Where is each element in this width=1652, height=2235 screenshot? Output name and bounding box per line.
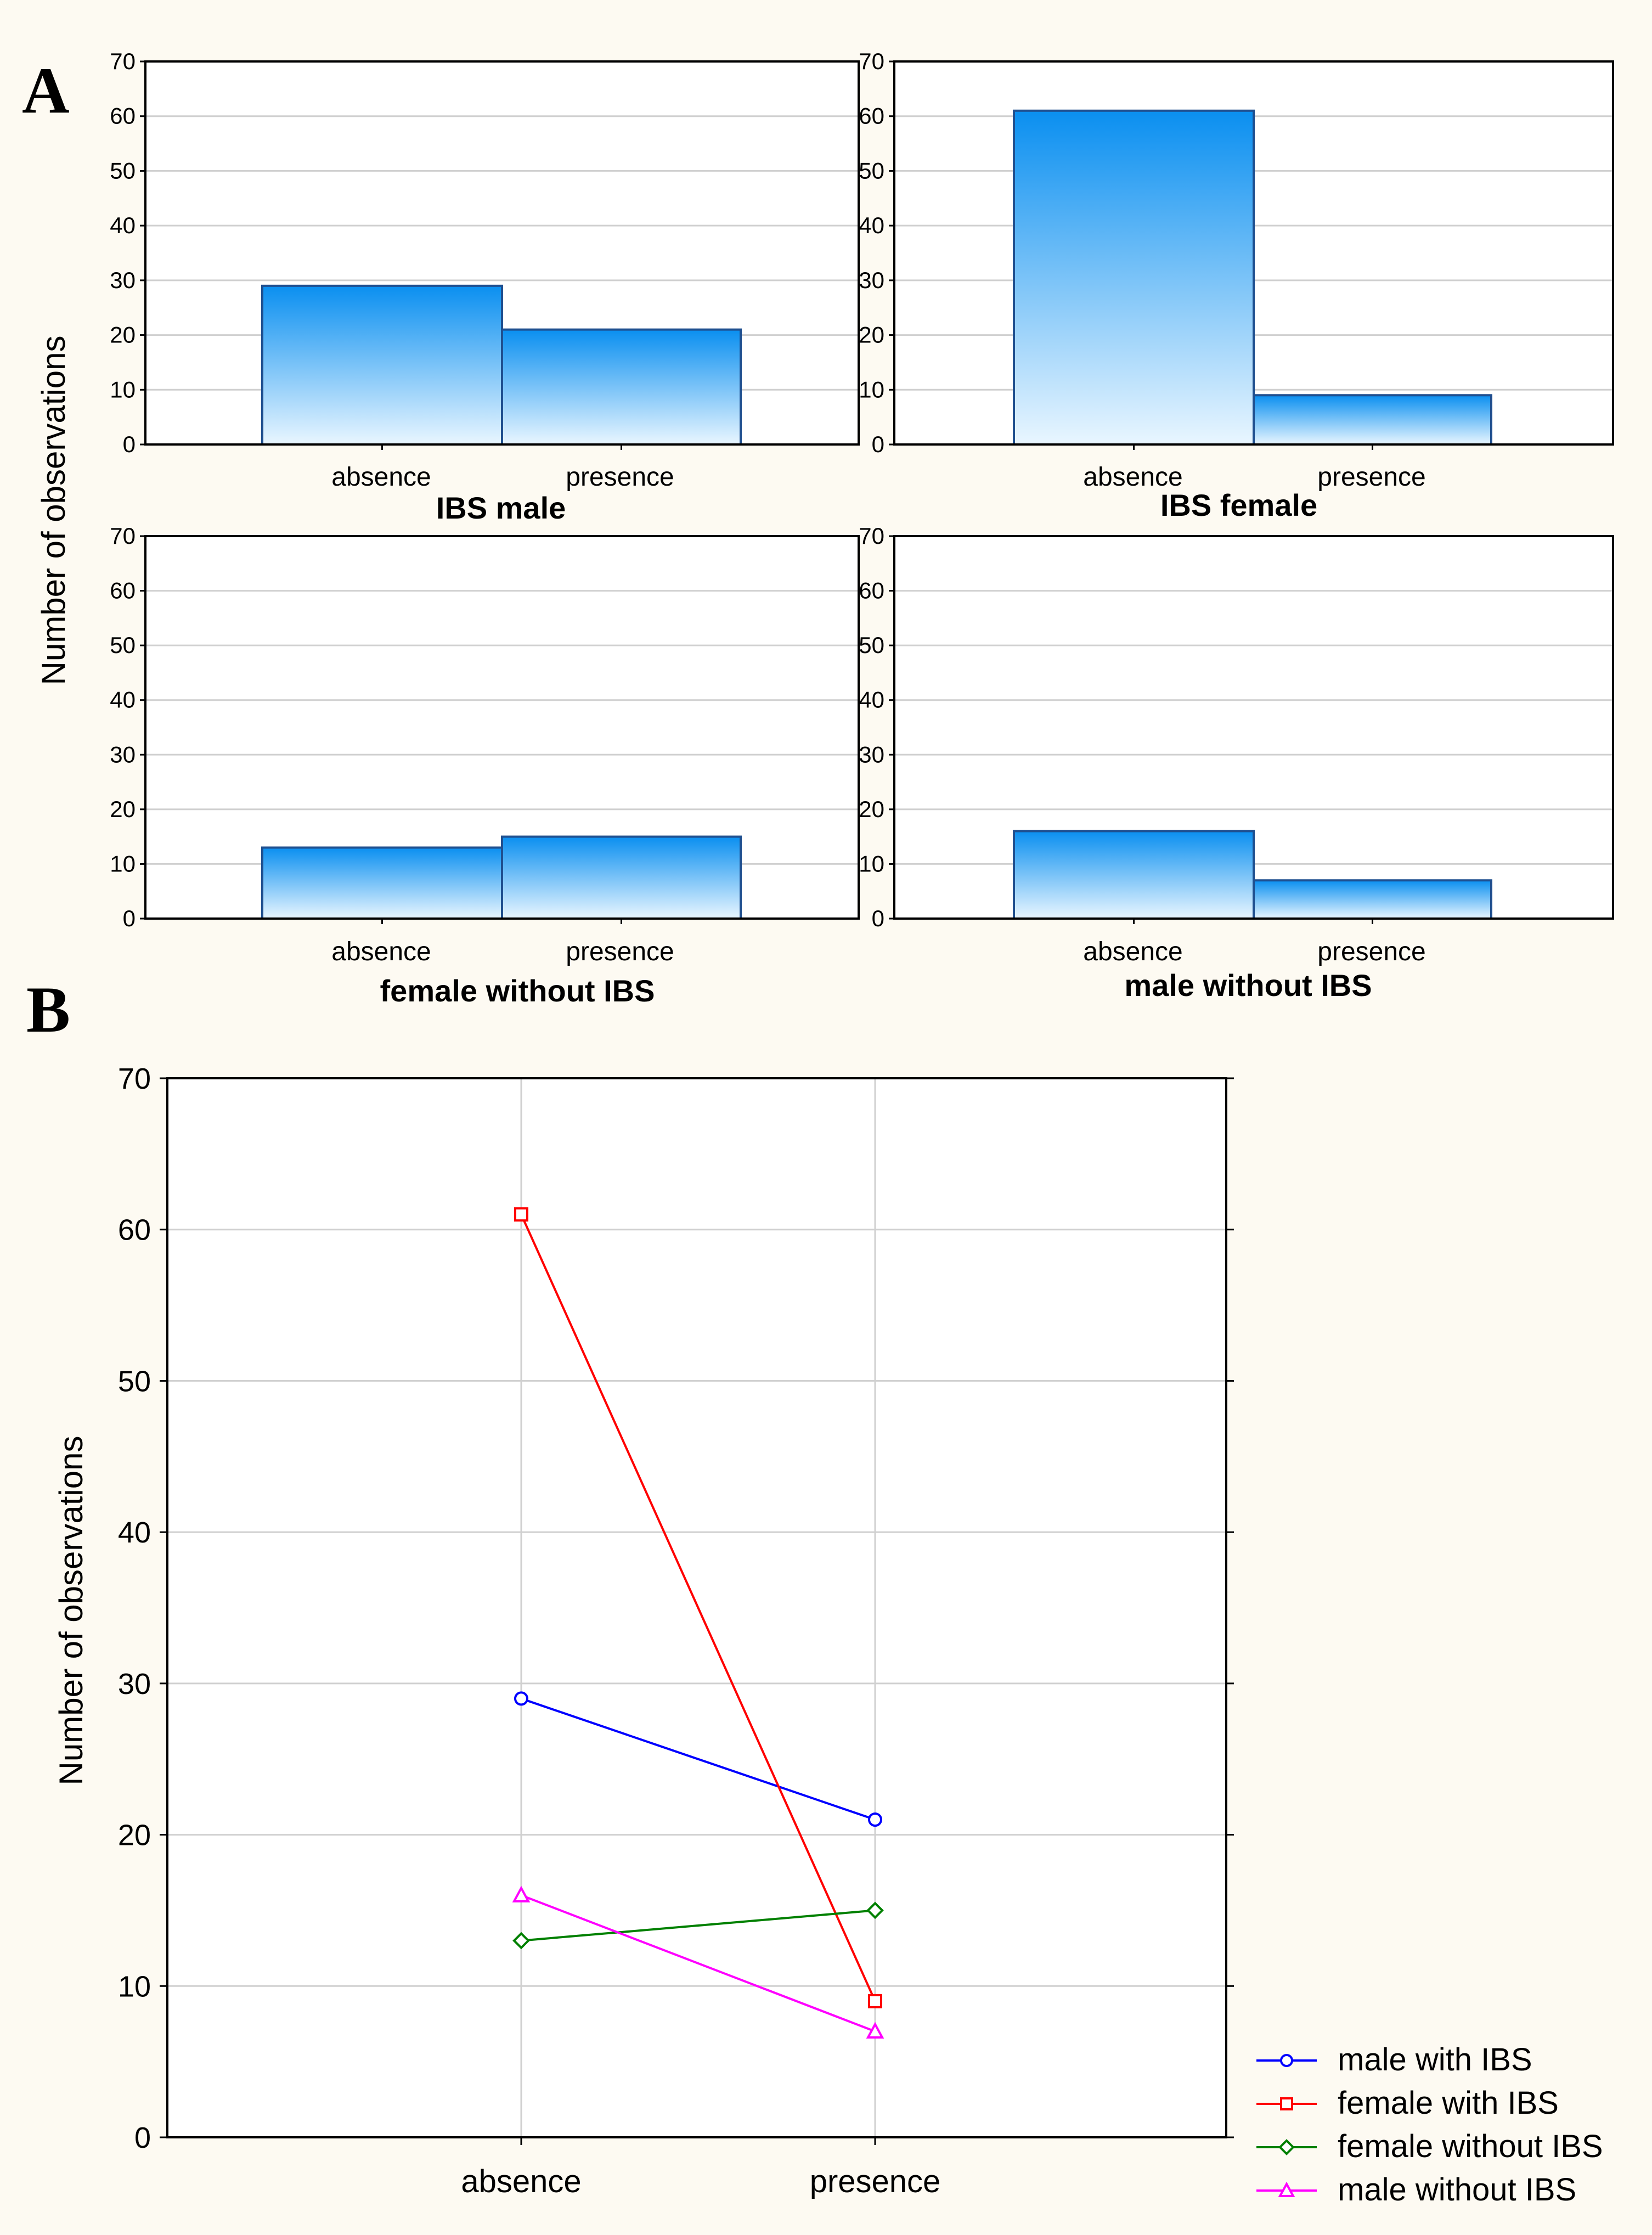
plot-frame <box>144 60 860 446</box>
x-tick-absence: absence <box>331 937 431 966</box>
subplot-title: male without IBS <box>1124 968 1372 1003</box>
y-tick-label: 50 <box>859 157 884 183</box>
subplot-title: female without IBS <box>380 973 655 1008</box>
y-tick-label: 30 <box>859 741 884 767</box>
series-line-female-with-ibs <box>520 1214 876 2002</box>
legend-label-male-with-ibs: male with IBS <box>1338 2042 1532 2078</box>
bar-absence <box>261 846 503 920</box>
y-tick-label: 40 <box>859 212 884 238</box>
bar-presence <box>501 835 742 920</box>
x-tick-presence: presence <box>566 937 674 966</box>
data-point-male-without-ibs-presence <box>866 2022 884 2039</box>
bar-absence <box>261 284 503 446</box>
y-tick-label: 30 <box>110 741 136 767</box>
x-tick-absence: absence <box>1083 463 1182 492</box>
x-tick-absence: absence <box>331 463 431 492</box>
y-tick-label: 70 <box>110 523 136 549</box>
data-point-female-without-ibs-presence <box>866 1901 884 1919</box>
x-tick-presence: presence <box>1317 463 1425 492</box>
plot-frame <box>893 60 1614 446</box>
legend-label-female-with-ibs: female with IBS <box>1338 2085 1559 2121</box>
legend-marker-male-without-ibs <box>1278 2181 1295 2197</box>
y-tick-label: 30 <box>118 1668 151 1701</box>
bar-presence <box>501 328 742 446</box>
plot-frame <box>144 535 860 920</box>
y-tick-label: 70 <box>118 1062 151 1095</box>
legend-label-female-without-ibs: female without IBS <box>1338 2129 1603 2164</box>
plot-frame <box>166 1077 1227 2138</box>
legend: male with IBS female with IBS female wit… <box>1256 2042 1603 2208</box>
y-tick-label: 60 <box>110 578 136 604</box>
y-tick-label: 20 <box>859 796 884 822</box>
bar-absence <box>1013 109 1255 446</box>
y-tick-label: 0 <box>123 431 136 457</box>
panel-b-label: B <box>26 973 70 1046</box>
y-tick-label: 0 <box>872 905 884 931</box>
plot-area <box>167 1078 1226 2137</box>
bar-absence <box>1013 830 1255 920</box>
subplot-female-without-ibs: absence presence female without IBS 0 10 2… <box>110 523 860 1008</box>
y-tick-label: 0 <box>123 905 136 931</box>
y-tick-label: 50 <box>118 1365 151 1398</box>
subplot-title: IBS male <box>436 491 566 525</box>
subplot-male-without-ibs: absence presence male without IBS 0 10 20 3… <box>859 523 1614 1003</box>
y-tick-label: 10 <box>118 1970 151 2003</box>
y-tick-label: 30 <box>859 267 884 293</box>
y-tick-label: 70 <box>859 48 884 74</box>
y-tick-label: 70 <box>859 523 884 549</box>
data-point-male-without-ibs-absence <box>512 1885 531 1902</box>
bar-presence <box>1253 879 1492 920</box>
y-tick-label: 20 <box>859 322 884 348</box>
y-tick-label: 0 <box>134 2121 151 2154</box>
series-line-male-without-ibs <box>521 1894 876 2033</box>
y-tick-label: 40 <box>110 212 136 238</box>
y-tick-label: 20 <box>110 322 136 348</box>
y-tick-label: 40 <box>118 1516 151 1549</box>
subplot-title: IBS female <box>1160 488 1317 522</box>
y-tick-label: 50 <box>859 632 884 658</box>
y-tick-label: 10 <box>110 851 136 876</box>
legend-marker-female-without-ibs <box>1278 2139 1295 2155</box>
x-tick-presence: presence <box>1317 937 1425 966</box>
panel-a-label: A <box>22 54 70 127</box>
line-chart-panel-b: Number of observations absence presence … <box>53 1062 1234 2199</box>
plot-frame <box>893 535 1614 920</box>
bar-presence <box>1253 394 1492 446</box>
subplot-ibs-female: absence presence IBS female 0 10 20 30 40 50 6… <box>859 48 1614 522</box>
legend-marker-male-with-ibs <box>1280 2054 1293 2067</box>
subplot-ibs-male: absence presence IBS male 0 10 20 30 40 50 60 7… <box>110 48 860 525</box>
x-tick-absence: absence <box>1083 937 1182 966</box>
y-tick-label: 40 <box>110 687 136 713</box>
x-tick-presence: presence <box>810 2164 941 2199</box>
y-tick-label: 60 <box>859 578 884 604</box>
y-tick-label: 60 <box>110 103 136 129</box>
legend-label-male-without-ibs: male without IBS <box>1338 2172 1576 2208</box>
y-tick-label: 40 <box>859 687 884 713</box>
data-point-female-without-ibs-absence <box>512 1932 530 1950</box>
y-tick-label: 10 <box>859 851 884 876</box>
legend-marker-female-with-ibs <box>1280 2097 1293 2110</box>
data-point-female-with-ibs-presence <box>868 1994 882 2008</box>
y-tick-label: 10 <box>859 376 884 402</box>
y-tick-label: 50 <box>110 632 136 658</box>
data-point-female-with-ibs-absence <box>514 1207 528 1222</box>
y-tick-label: 30 <box>110 267 136 293</box>
data-point-male-with-ibs-presence <box>868 1812 882 1827</box>
x-tick-absence: absence <box>461 2164 581 2199</box>
series-line-female-without-ibs <box>521 1909 876 1942</box>
y-tick-label: 20 <box>110 796 136 822</box>
y-tick-label: 50 <box>110 157 136 183</box>
y-tick-label: 0 <box>872 431 884 457</box>
data-point-male-with-ibs-absence <box>514 1691 528 1706</box>
series-line-male-with-ibs <box>521 1697 876 1821</box>
y-tick-label: 60 <box>859 103 884 129</box>
x-tick-presence: presence <box>566 463 674 492</box>
y-tick-label: 10 <box>110 376 136 402</box>
y-tick-label: 70 <box>110 48 136 74</box>
y-tick-label: 20 <box>118 1819 151 1852</box>
panel-a-ylabel: Number of observations <box>35 336 72 685</box>
panel-b-ylabel: Number of observations <box>53 1436 89 1786</box>
y-tick-label: 60 <box>118 1214 151 1247</box>
